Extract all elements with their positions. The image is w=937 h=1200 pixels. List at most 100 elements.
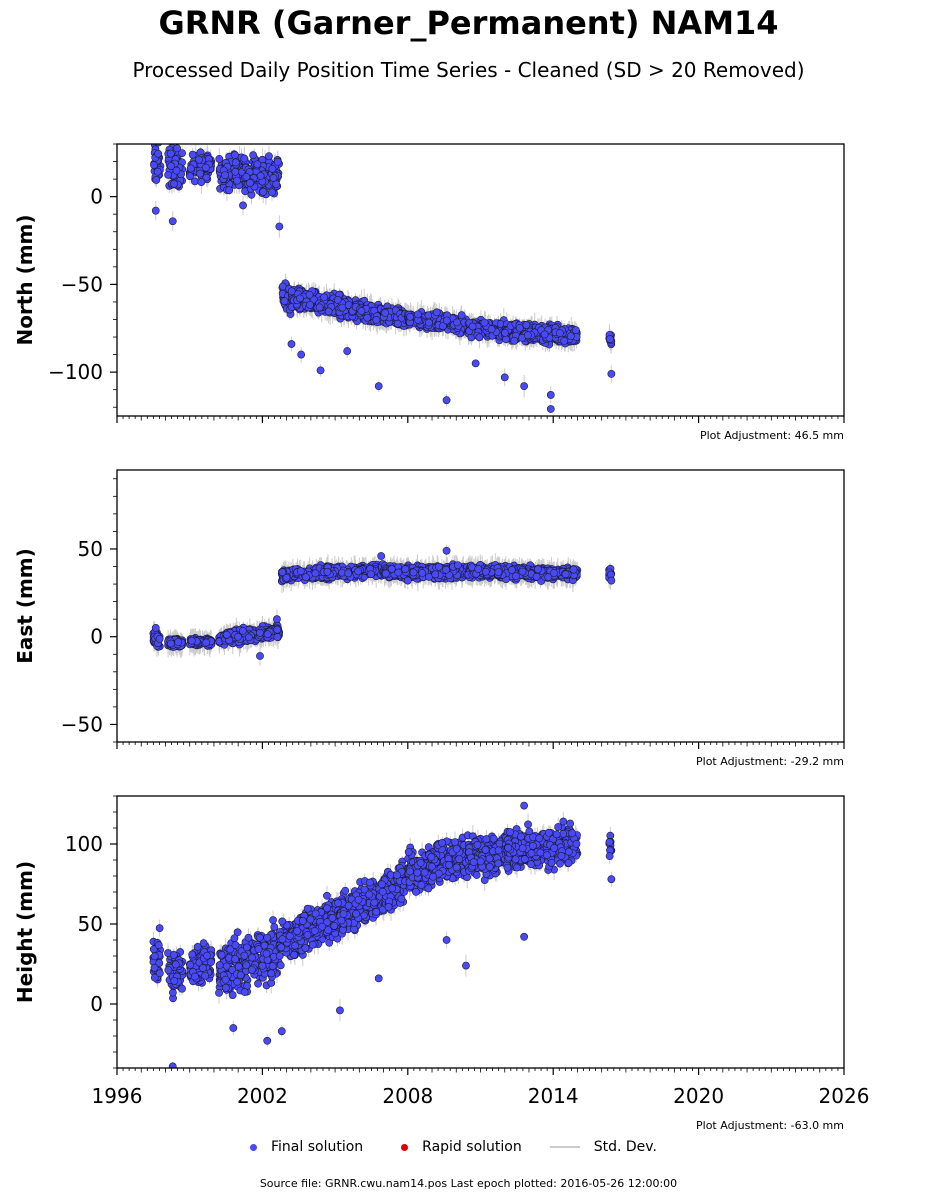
north-data-point	[231, 167, 240, 176]
north-data-point	[607, 369, 616, 378]
north-data-point	[546, 405, 555, 413]
north-data-point	[197, 178, 206, 186]
north-data-point	[471, 359, 480, 368]
chart-subtitle: Processed Daily Position Time Series - C…	[132, 58, 805, 82]
north-data-point	[374, 382, 383, 391]
north-data-point	[154, 149, 163, 158]
north-data-point	[233, 176, 241, 185]
north-data-point	[520, 382, 529, 391]
north-plot-area	[150, 144, 616, 414]
north-data-point	[315, 303, 324, 312]
north-data-point	[246, 179, 254, 187]
north-data-point	[215, 155, 224, 163]
north-data-point	[249, 151, 258, 160]
north-data-point	[195, 155, 203, 164]
north-data-point	[424, 311, 433, 320]
north-data-point	[154, 144, 163, 147]
north-data-point	[413, 310, 422, 319]
north-data-point	[273, 157, 282, 166]
north-data-point	[320, 293, 329, 302]
north-data-point	[487, 325, 496, 334]
north-data-point	[259, 187, 268, 196]
north-data-point	[231, 158, 240, 167]
north-data-point	[560, 336, 569, 345]
north-data-point	[256, 172, 265, 180]
north-data-point	[168, 217, 177, 226]
north-data-point	[475, 333, 484, 342]
north-data-point	[166, 149, 175, 158]
north-panel: 0 −50 −100 North (mm)	[13, 143, 845, 423]
north-y-axis-label: North (mm)	[13, 214, 37, 345]
north-data-point	[268, 164, 277, 173]
north-data-point	[186, 172, 194, 181]
north-data-point	[287, 340, 296, 348]
north-data-point	[556, 329, 564, 338]
north-data-point	[173, 144, 181, 153]
north-data-point	[381, 308, 390, 317]
north-data-point	[253, 160, 262, 169]
chart-title: GRNR (Garner_Permanent) NAM14	[158, 4, 779, 42]
north-y-tick-label: −100	[48, 360, 103, 384]
north-data-point	[242, 173, 251, 181]
north-data-point	[522, 321, 531, 329]
north-data-point	[152, 176, 161, 184]
north-data-point	[343, 347, 352, 355]
north-data-point	[188, 150, 197, 159]
north-data-point	[338, 303, 347, 312]
north-data-point	[269, 174, 278, 182]
north-data-point	[239, 201, 247, 210]
north-data-point	[502, 335, 510, 344]
north-data-point	[196, 169, 204, 178]
north-y-tick-label: 0	[90, 185, 103, 209]
north-data-point	[324, 307, 333, 316]
north-data-point	[151, 206, 160, 215]
east-plot-area	[149, 544, 616, 666]
north-data-point	[225, 186, 234, 195]
north-data-point	[540, 330, 549, 339]
north-data-point	[442, 316, 451, 325]
north-data-point	[566, 332, 575, 341]
north-data-point	[453, 318, 461, 327]
north-data-point	[170, 179, 178, 188]
north-data-point	[425, 318, 433, 327]
north-data-point	[316, 366, 325, 375]
north-data-point	[393, 319, 402, 328]
north-data-point	[305, 290, 314, 299]
north-data-point	[167, 162, 175, 170]
north-data-point	[438, 322, 447, 331]
north-data-point	[406, 312, 415, 321]
north-data-point	[468, 322, 477, 331]
north-data-point	[153, 167, 162, 176]
north-data-point	[357, 307, 366, 315]
north-data-point	[510, 336, 519, 345]
north-data-point	[164, 170, 173, 179]
north-data-point	[186, 164, 195, 173]
north-data-point	[306, 300, 314, 309]
north-data-point	[546, 391, 555, 399]
north-data-point	[178, 149, 186, 158]
north-data-point	[480, 318, 489, 327]
north-data-point	[202, 163, 210, 172]
north-data-point	[296, 294, 304, 303]
north-data-point	[500, 373, 509, 382]
north-data-point	[221, 171, 229, 180]
north-data-point	[501, 328, 509, 337]
north-data-point	[280, 297, 289, 306]
north-data-point	[523, 331, 532, 340]
north-data-point	[268, 188, 276, 197]
north-data-point	[240, 154, 249, 163]
north-y-tick-label: −50	[61, 272, 103, 296]
north-data-point	[363, 313, 372, 322]
north-data-point	[457, 311, 466, 320]
north-data-point	[297, 350, 306, 359]
north-data-point	[571, 326, 580, 335]
north-data-point	[372, 315, 381, 324]
north-data-point	[606, 335, 614, 343]
north-data-point	[432, 308, 441, 317]
north-data-point	[265, 152, 273, 161]
north-data-point	[275, 222, 284, 231]
north-data-point	[333, 295, 342, 304]
north-data-point	[231, 151, 239, 159]
